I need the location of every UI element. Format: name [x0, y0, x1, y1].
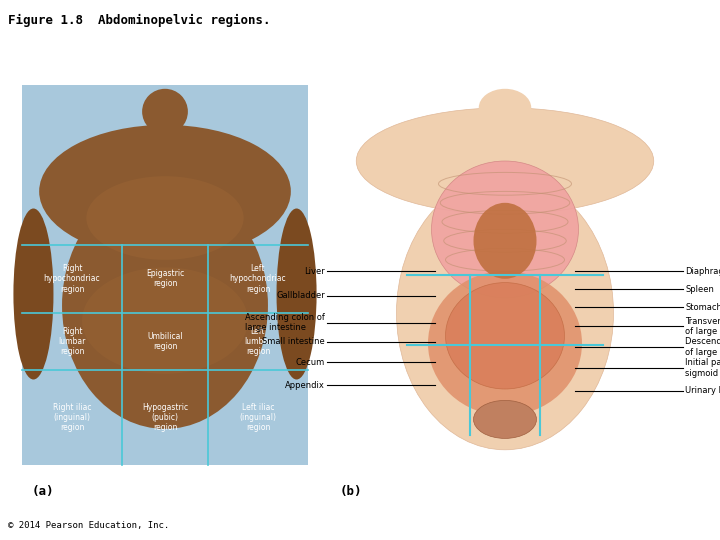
- Ellipse shape: [142, 89, 188, 134]
- Text: Right
hypochondriac
region: Right hypochondriac region: [44, 264, 100, 294]
- Text: Transverse colon
of large intestine: Transverse colon of large intestine: [685, 316, 720, 336]
- Ellipse shape: [397, 176, 613, 450]
- Text: Left
lumbar
region: Left lumbar region: [244, 327, 271, 356]
- Ellipse shape: [356, 108, 654, 214]
- Text: (a): (a): [32, 485, 55, 498]
- Ellipse shape: [474, 203, 536, 279]
- Bar: [330, 85, 680, 465]
- Text: Left
hypochondriac
region: Left hypochondriac region: [230, 264, 287, 294]
- Text: Stomach: Stomach: [685, 303, 720, 312]
- Text: Initial part of
sigmoid colon: Initial part of sigmoid colon: [685, 359, 720, 378]
- Text: Left iliac
(inguinal)
region: Left iliac (inguinal) region: [240, 403, 276, 433]
- Text: Figure 1.8  Abdominopelvic regions.: Figure 1.8 Abdominopelvic regions.: [8, 14, 271, 27]
- Text: Descending colon
of large intestine: Descending colon of large intestine: [685, 338, 720, 357]
- Bar: [22, 85, 308, 465]
- Text: © 2014 Pearson Education, Inc.: © 2014 Pearson Education, Inc.: [8, 521, 169, 530]
- Ellipse shape: [431, 161, 578, 298]
- Text: Ascending colon of
large intestine: Ascending colon of large intestine: [245, 313, 325, 332]
- Text: Hypogastric
(pubic)
region: Hypogastric (pubic) region: [142, 403, 188, 433]
- Text: Umbilical
region: Umbilical region: [147, 332, 183, 351]
- Text: Spleen: Spleen: [685, 285, 714, 294]
- Text: Diaphragm: Diaphragm: [685, 267, 720, 276]
- Ellipse shape: [479, 89, 531, 127]
- Ellipse shape: [428, 271, 582, 416]
- Ellipse shape: [446, 282, 564, 389]
- Text: Urinary bladder: Urinary bladder: [685, 387, 720, 395]
- Text: Cecum: Cecum: [296, 358, 325, 367]
- Text: Appendix: Appendix: [285, 381, 325, 390]
- Text: Gallbladder: Gallbladder: [276, 292, 325, 300]
- Ellipse shape: [86, 176, 243, 260]
- Text: Liver: Liver: [305, 267, 325, 276]
- Text: Epigastric
region: Epigastric region: [146, 269, 184, 288]
- Ellipse shape: [39, 125, 291, 258]
- Ellipse shape: [62, 182, 268, 429]
- Ellipse shape: [14, 208, 53, 380]
- Text: Right iliac
(inguinal)
region: Right iliac (inguinal) region: [53, 403, 91, 433]
- Ellipse shape: [474, 400, 536, 438]
- Ellipse shape: [276, 208, 317, 380]
- Text: (b): (b): [340, 485, 362, 498]
- Ellipse shape: [82, 267, 248, 374]
- Text: Small intestine: Small intestine: [262, 337, 325, 346]
- Text: Right
lumbar
region: Right lumbar region: [58, 327, 86, 356]
